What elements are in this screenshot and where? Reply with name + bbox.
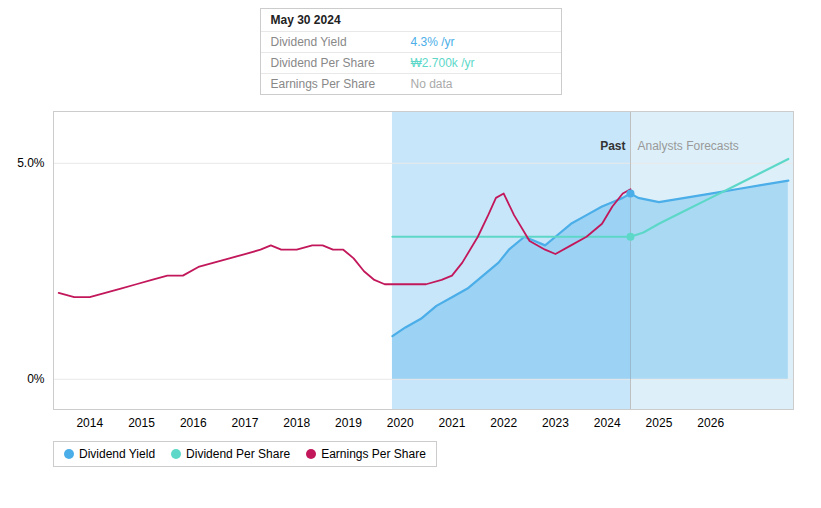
svg-text:0%: 0%: [27, 372, 45, 386]
svg-text:2024: 2024: [594, 416, 621, 430]
svg-text:2021: 2021: [439, 416, 466, 430]
svg-text:2025: 2025: [646, 416, 673, 430]
svg-text:Past: Past: [600, 139, 625, 153]
svg-text:2015: 2015: [128, 416, 155, 430]
html-text:No data: No data: [410, 77, 453, 91]
svg-text:2026: 2026: [697, 416, 724, 430]
html-text:Earnings Per Share: Earnings Per Share: [270, 77, 376, 91]
html-text:Dividend Per Share: Dividend Per Share: [186, 447, 291, 461]
svg-text:2014: 2014: [76, 416, 103, 430]
svg-text:2017: 2017: [232, 416, 259, 430]
svg-text:Analysts Forecasts: Analysts Forecasts: [637, 139, 738, 153]
html-text:₩2.700k /yr: ₩2.700k /yr: [410, 56, 475, 70]
html-text:Dividend Yield: Dividend Yield: [79, 447, 156, 461]
svg-text:2022: 2022: [490, 416, 517, 430]
svg-text:2023: 2023: [542, 416, 569, 430]
html-text:Dividend Yield: Dividend Yield: [270, 35, 347, 49]
svg-text:2019: 2019: [335, 416, 362, 430]
html-text:Dividend Per Share: Dividend Per Share: [270, 56, 375, 70]
svg-text:5.0%: 5.0%: [17, 156, 45, 170]
svg-text:2016: 2016: [180, 416, 207, 430]
svg-text:2020: 2020: [387, 416, 414, 430]
html-text:Earnings Per Share: Earnings Per Share: [321, 447, 426, 461]
html-text:4.3% /yr: 4.3% /yr: [410, 35, 455, 49]
svg-text:2018: 2018: [283, 416, 310, 430]
html-text:May 30 2024: May 30 2024: [270, 13, 341, 27]
